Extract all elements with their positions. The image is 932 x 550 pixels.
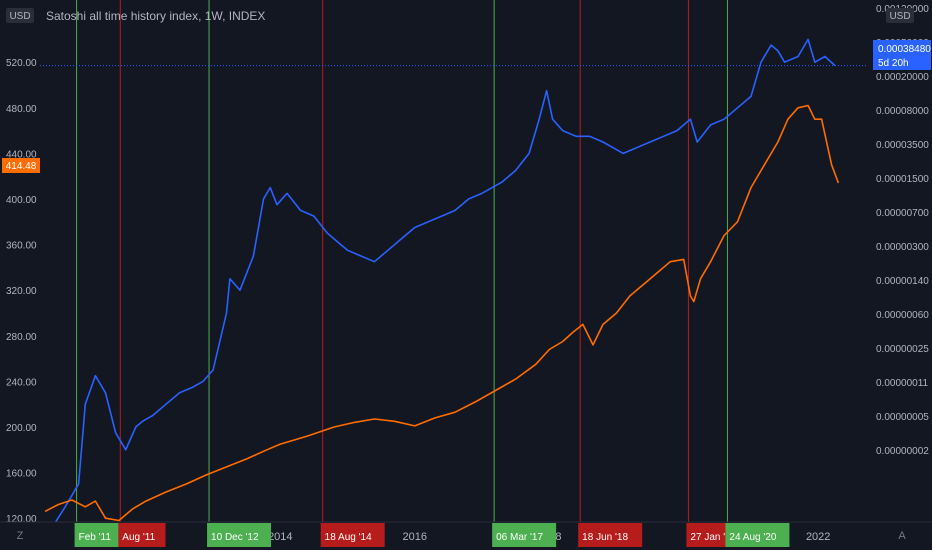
right-tick-label: 0.00000300 — [876, 242, 929, 253]
left-currency-label[interactable]: USD — [9, 11, 30, 22]
event-tag — [578, 523, 643, 547]
right-tick-label: 0.00001500 — [876, 174, 929, 185]
series-lines — [44, 38, 840, 540]
blue-value-tag — [873, 40, 931, 70]
left-tick-label: 480.00 — [6, 104, 37, 115]
event-tag — [492, 523, 557, 547]
left-tick-label: 400.00 — [6, 195, 37, 206]
right-axis-panel — [866, 0, 932, 522]
event-tag-label: 24 Aug '20 — [729, 532, 776, 543]
event-tag-label: 18 Jun '18 — [582, 532, 628, 543]
time-tick-label: 2016 — [403, 531, 427, 543]
left-tick-label: 360.00 — [6, 241, 37, 252]
blue-value-label: 0.00038480 — [878, 44, 931, 55]
left-tick-label: 320.00 — [6, 286, 37, 297]
chart-title: Satoshi all time history index, 1W, INDE… — [46, 9, 265, 23]
event-lines — [76, 0, 728, 522]
timezone-button[interactable]: Z — [17, 530, 24, 542]
left-currency-box — [6, 8, 34, 23]
right-tick-label: 0.00000060 — [876, 310, 929, 321]
event-tag — [320, 523, 385, 547]
right-tick-label: 0.00000011 — [876, 378, 929, 389]
left-axis-panel — [0, 0, 40, 522]
right-tick-label: 0.00020000 — [876, 72, 929, 83]
left-tick-label: 280.00 — [6, 332, 37, 343]
series-line-blue — [44, 38, 836, 540]
left-tick-label: 440.00 — [6, 149, 37, 160]
left-axis[interactable]: 520.00 480.00 440.00 400.00 360.00 320.00 280.… — [6, 58, 37, 525]
right-tick-label: 0.00000140 — [876, 276, 929, 287]
left-tick-label: 200.00 — [6, 423, 37, 434]
autoscale-button[interactable]: A — [898, 530, 906, 542]
orange-value-tag — [2, 158, 40, 173]
orange-value-label: 414.48 — [6, 161, 37, 172]
right-tick-label: 0.00000005 — [876, 412, 929, 423]
event-tag-label: 18 Aug '14 — [325, 532, 372, 543]
event-tag — [118, 523, 166, 547]
right-currency-label[interactable]: USD — [889, 11, 910, 22]
event-tag — [74, 523, 122, 547]
event-tag-label: Feb '11 — [79, 532, 112, 543]
time-tick-label: 2014 — [268, 531, 292, 543]
event-tag-label: 06 Mar '17 — [496, 532, 543, 543]
right-tick-label: 0.00008000 — [876, 106, 929, 117]
event-tags: Feb '11 Aug '11 10 Dec '12 18 Aug '14 06 Mar… — [74, 523, 790, 547]
right-tick-label: 0.00000025 — [876, 344, 929, 355]
right-currency-box — [886, 8, 914, 23]
right-tick-label: 0.00000700 — [876, 208, 929, 219]
time-tick-label: 2022 — [806, 531, 830, 543]
left-tick-label: 160.00 — [6, 469, 37, 480]
event-tag-label: 27 Jan '2 — [690, 532, 731, 543]
blue-countdown-label: 5d 20h — [878, 58, 909, 69]
left-tick-label: 120.00 — [6, 514, 37, 525]
event-tag — [207, 523, 272, 547]
event-tag-label: Aug '11 — [122, 532, 155, 543]
left-tick-label: 240.00 — [6, 377, 37, 388]
event-tag — [725, 523, 790, 547]
right-tick-label: 0.00003500 — [876, 140, 929, 151]
event-tag-label: 10 Dec '12 — [211, 532, 259, 543]
right-tick-label: 0.00000002 — [876, 446, 929, 457]
series-line-orange — [44, 104, 840, 522]
left-tick-label: 520.00 — [6, 58, 37, 69]
